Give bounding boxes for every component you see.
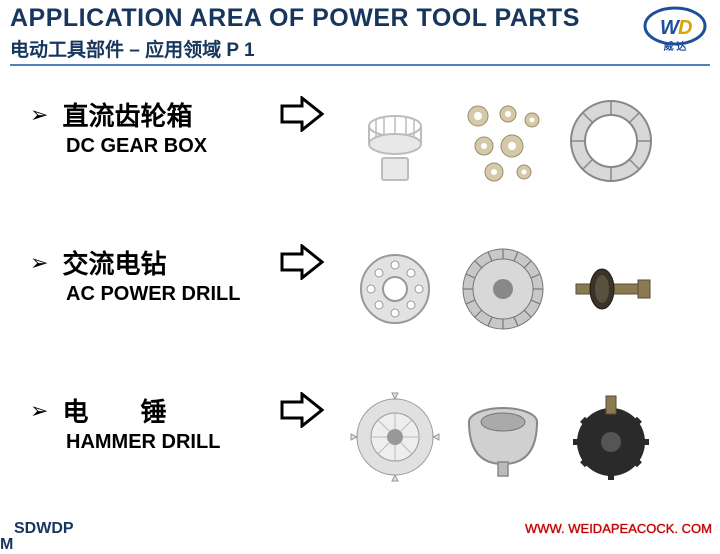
part-image <box>566 244 656 334</box>
part-image <box>458 244 548 334</box>
arrow-icon <box>280 392 324 428</box>
bullet-icon: ➢ <box>30 398 48 424</box>
category-row: ➢ 电 锤 HAMMER DRILL <box>30 392 700 492</box>
part-image <box>350 244 440 334</box>
label-chinese: 电 锤 <box>62 392 166 429</box>
label-english: HAMMER DRILL <box>66 431 280 454</box>
bullet-icon: ➢ <box>30 102 48 128</box>
svg-text:威 达: 威 达 <box>664 40 687 52</box>
bullet-icon: ➢ <box>30 250 48 276</box>
title-english: APPLICATION AREA OF POWER TOOL PARTS <box>10 4 710 33</box>
label-chinese: 交流电钻 <box>62 244 166 281</box>
part-image <box>458 392 548 482</box>
category-row: ➢ 直流齿轮箱 DC GEAR BOX <box>30 96 700 196</box>
arrow-icon <box>280 244 324 280</box>
footer-code-m: M <box>0 536 13 554</box>
label-english: DC GEAR BOX <box>66 135 280 158</box>
label-english: AC POWER DRILL <box>66 283 280 306</box>
part-image <box>458 96 548 186</box>
part-image <box>566 392 656 482</box>
svg-text:D: D <box>678 17 692 39</box>
label-chinese: 直流齿轮箱 <box>62 96 192 133</box>
part-image <box>350 96 440 186</box>
category-row: ➢ 交流电钻 AC POWER DRILL <box>30 244 700 344</box>
content-area: ➢ 直流齿轮箱 DC GEAR BOX <box>0 66 720 492</box>
company-logo: W D 威 达 <box>640 6 710 52</box>
footer-code: SDWDP <box>14 520 74 538</box>
part-image <box>566 96 656 186</box>
title-chinese: 电动工具部件 – 应用领域 P 1 <box>10 35 710 66</box>
part-image <box>350 392 440 482</box>
arrow-icon <box>280 96 324 132</box>
footer-url: WWW. WEIDAPEACOCK. COM <box>525 521 712 536</box>
